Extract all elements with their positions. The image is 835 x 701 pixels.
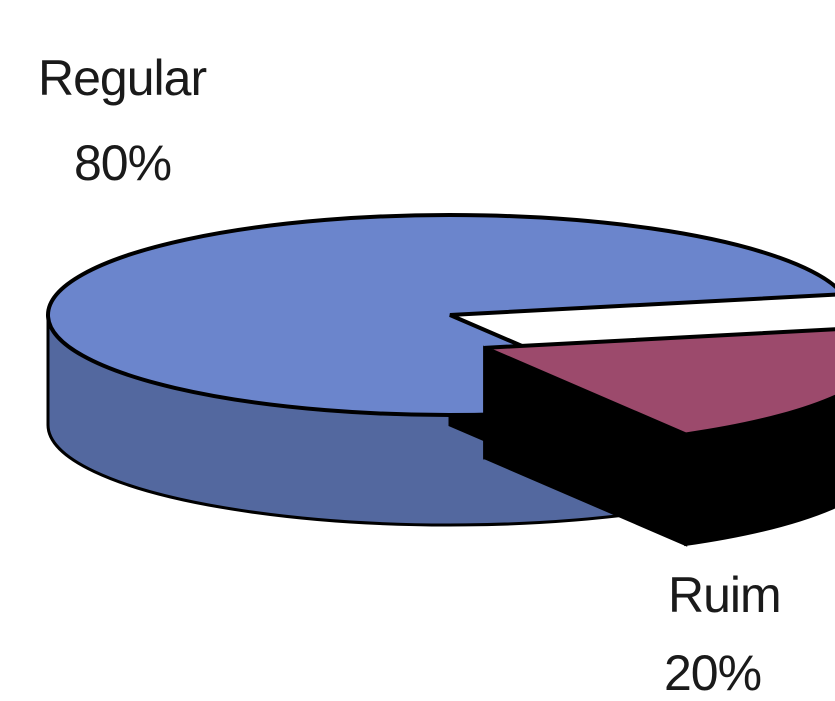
slice-label-ruim-value: 20% <box>664 645 761 701</box>
slice-side-ruim <box>684 395 835 547</box>
slice-label-regular-value: 80% <box>74 135 171 191</box>
slice-top-ruim <box>483 327 835 437</box>
slice-label-regular-name: Regular <box>38 50 206 106</box>
pie-layer <box>46 213 835 547</box>
slice-label-ruim-name: Ruim <box>668 567 781 623</box>
slice-top-regular <box>46 213 835 417</box>
label-layer: Regular 80% Ruim 20% <box>38 50 782 701</box>
